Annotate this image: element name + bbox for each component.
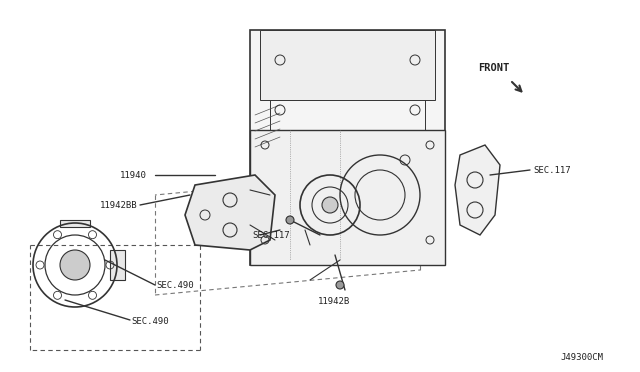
Polygon shape [260, 30, 435, 100]
Polygon shape [250, 130, 445, 265]
Text: SEC.117: SEC.117 [533, 166, 571, 174]
Text: SEC.490: SEC.490 [156, 280, 194, 289]
Circle shape [322, 197, 338, 213]
Text: 11942B: 11942B [318, 298, 350, 307]
Circle shape [286, 216, 294, 224]
Polygon shape [250, 30, 445, 265]
Text: SEC.117: SEC.117 [252, 231, 290, 240]
Circle shape [336, 281, 344, 289]
Text: SEC.490: SEC.490 [131, 317, 168, 327]
Circle shape [60, 250, 90, 280]
Text: J49300CM: J49300CM [560, 353, 603, 362]
Text: 11940: 11940 [120, 170, 147, 180]
Polygon shape [110, 250, 125, 280]
Polygon shape [60, 220, 90, 227]
Polygon shape [185, 175, 275, 250]
Polygon shape [455, 145, 500, 235]
Text: 11942BB: 11942BB [100, 201, 138, 209]
Text: FRONT: FRONT [478, 63, 509, 73]
